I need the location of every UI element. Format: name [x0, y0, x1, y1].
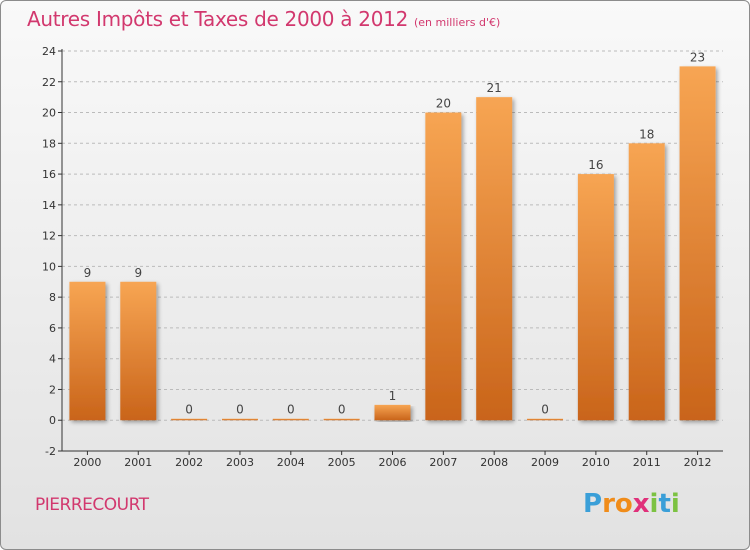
bar-2001 — [120, 281, 157, 421]
logo-letter: o — [614, 489, 633, 519]
data-label: 18 — [639, 127, 654, 141]
y-tick-label: 4 — [49, 353, 56, 366]
commune-name: PIERRECOURT — [35, 495, 149, 515]
y-tick-label: 12 — [42, 230, 56, 243]
bar-2000 — [69, 281, 106, 421]
y-tick-label: 20 — [42, 107, 56, 120]
y-tick-label: 0 — [49, 414, 56, 427]
x-tick-label: 2011 — [633, 456, 661, 469]
x-tick-label: 2003 — [226, 456, 254, 469]
bar-2004 — [272, 418, 309, 421]
x-tick-label: 2010 — [582, 456, 610, 469]
x-tick-label: 2007 — [429, 456, 457, 469]
y-tick-label: 18 — [42, 137, 56, 150]
y-tick-label: 2 — [49, 383, 56, 396]
y-tick-label: 8 — [49, 291, 56, 304]
y-tick-label: 24 — [42, 45, 56, 58]
data-label: 20 — [436, 97, 451, 111]
bars: 9 9 0 0 0 0 1 20 21 0 16 18 23 — [69, 50, 716, 421]
logo-letter: i — [670, 489, 680, 519]
bar-2006 — [374, 404, 411, 421]
x-tick-label: 2001 — [124, 456, 152, 469]
data-label: 0 — [236, 403, 244, 417]
logo-letter: x — [632, 489, 650, 519]
chart-subtitle: (en milliers d'€) — [414, 16, 501, 29]
logo-letter: r — [602, 489, 615, 519]
data-label: 1 — [389, 389, 397, 403]
data-label: 0 — [541, 403, 549, 417]
x-tick-label: 2008 — [480, 456, 508, 469]
chart-title-text: Autres Impôts et Taxes de 2000 à 2012 — [27, 7, 408, 31]
logo-letter: i — [649, 489, 659, 519]
bar-2005 — [323, 418, 360, 421]
x-tick-label: 2012 — [684, 456, 712, 469]
bar-2009 — [527, 418, 564, 421]
bar-2007 — [425, 112, 462, 421]
x-tick-label: 2006 — [379, 456, 407, 469]
logo-letter: P — [583, 489, 603, 519]
y-tick-label: 10 — [42, 260, 56, 273]
data-label: 9 — [84, 266, 92, 280]
data-label: 0 — [185, 403, 193, 417]
data-label: 21 — [487, 81, 502, 95]
bar-2010 — [577, 174, 614, 421]
bar-2012 — [679, 66, 716, 421]
chart-title: Autres Impôts et Taxes de 2000 à 2012 (en… — [27, 7, 500, 31]
x-tick-label: 2005 — [328, 456, 356, 469]
bar-2008 — [476, 97, 513, 421]
x-tick-label: 2009 — [531, 456, 559, 469]
y-tick-label: -2 — [45, 445, 56, 458]
data-label: 9 — [134, 266, 142, 280]
logo-letter: t — [658, 489, 671, 519]
bar-2011 — [628, 143, 665, 421]
proxiti-logo: Proxiti — [583, 489, 680, 519]
y-tick-label: 14 — [42, 199, 56, 212]
bar-2003 — [221, 418, 258, 421]
x-tick-label: 2004 — [277, 456, 305, 469]
y-tick-label: 16 — [42, 168, 56, 181]
data-label: 0 — [287, 403, 295, 417]
data-label: 0 — [338, 403, 346, 417]
y-tick-label: 6 — [49, 322, 56, 335]
data-label: 23 — [690, 50, 705, 64]
x-tick-label: 2002 — [175, 456, 203, 469]
x-tick-label: 2000 — [73, 456, 101, 469]
bar-2002 — [171, 418, 208, 421]
data-label: 16 — [588, 158, 603, 172]
y-tick-label: 22 — [42, 76, 56, 89]
